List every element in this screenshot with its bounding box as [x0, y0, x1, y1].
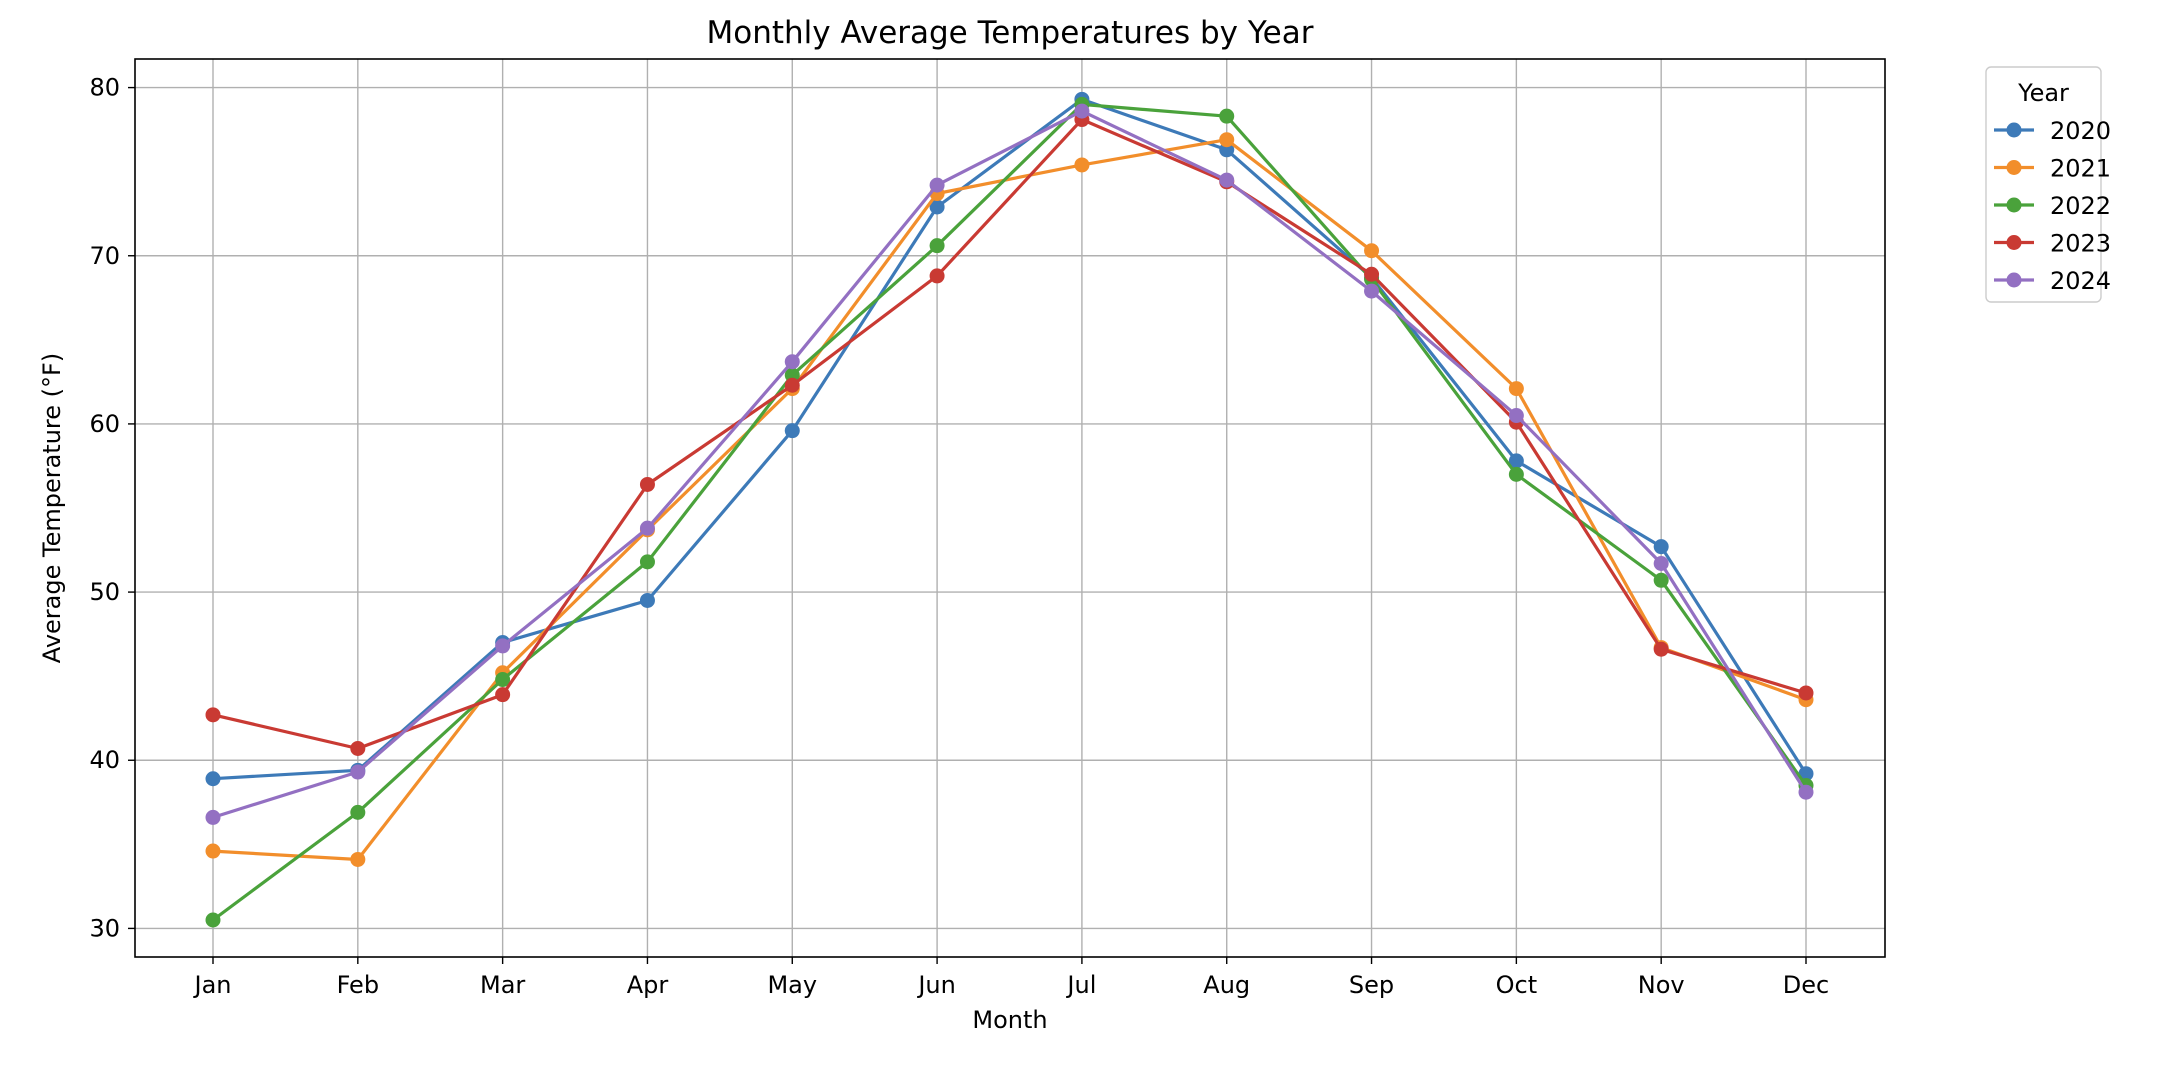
data-point — [1074, 103, 1090, 119]
data-point — [495, 672, 511, 688]
legend: Year 2020 2021 2022 2023 2024 — [1985, 66, 2111, 303]
y-axis-label: Average Temperature (°F) — [38, 353, 66, 663]
legend-marker — [2006, 160, 2022, 175]
legend-item-2021: 2021 — [1994, 155, 2111, 183]
legend-marker — [2006, 272, 2022, 288]
x-tick-label: Apr — [627, 971, 669, 999]
data-point — [1508, 453, 1524, 469]
data-point — [350, 740, 366, 756]
data-point — [639, 592, 655, 608]
data-point — [929, 199, 945, 215]
data-point — [639, 520, 655, 536]
series-layer — [205, 91, 1814, 928]
data-point — [1508, 381, 1524, 397]
data-point — [1508, 408, 1524, 424]
legend-item-2024: 2024 — [1994, 267, 2111, 295]
data-point — [1364, 283, 1380, 299]
legend-marker — [2006, 197, 2022, 213]
data-point — [929, 238, 945, 254]
data-point — [495, 638, 511, 654]
axes-layer: Jan Feb Mar Apr May Jun Jul Aug Sep Oct Nov Dec 30 40… — [89, 74, 1829, 999]
data-point — [784, 423, 800, 439]
grid-layer — [135, 59, 1885, 957]
x-tick-label: Nov — [1638, 971, 1685, 999]
data-point — [929, 268, 945, 284]
data-point — [350, 804, 366, 820]
x-tick-label: Jun — [916, 971, 956, 999]
data-point — [205, 809, 221, 825]
legend-label: 2022 — [2050, 192, 2111, 220]
data-point — [1219, 172, 1235, 188]
legend-label: 2020 — [2050, 117, 2111, 145]
series-line — [212, 117, 1807, 751]
data-point — [784, 377, 800, 393]
data-point — [1364, 266, 1380, 282]
x-tick-label: Sep — [1349, 971, 1394, 999]
data-point — [1653, 641, 1669, 657]
chart-title: Monthly Average Temperatures by Year — [706, 15, 1313, 51]
data-point — [929, 177, 945, 193]
data-point — [1798, 685, 1814, 701]
y-tick-label: 70 — [89, 242, 120, 270]
data-point — [205, 771, 221, 787]
series-2023 — [205, 112, 1814, 756]
data-point — [639, 554, 655, 570]
data-point — [1653, 539, 1669, 555]
y-tick-label: 50 — [89, 578, 120, 606]
series-line — [212, 109, 1808, 819]
x-tick-label: Oct — [1496, 971, 1538, 999]
y-tick-label: 60 — [89, 410, 120, 438]
legend-label: 2024 — [2050, 267, 2111, 295]
data-point — [205, 912, 221, 928]
legend-items: 2020 2021 2022 2023 2024 — [1994, 117, 2111, 295]
data-point — [639, 476, 655, 492]
data-point — [1074, 157, 1090, 173]
x-tick-label: Aug — [1203, 971, 1250, 999]
data-point — [1219, 108, 1235, 124]
y-tick-label: 40 — [89, 746, 120, 774]
y-tick-label: 80 — [89, 74, 120, 102]
series-2021 — [205, 132, 1814, 867]
legend-item-2022: 2022 — [1994, 192, 2111, 220]
data-point — [784, 354, 800, 370]
legend-marker — [2006, 235, 2022, 250]
legend-marker — [2006, 122, 2022, 138]
data-point — [205, 843, 221, 859]
x-tick-label: Jul — [1065, 971, 1096, 999]
y-tick-label: 30 — [89, 914, 120, 942]
legend-item-2020: 2020 — [1994, 117, 2111, 145]
legend-label: 2023 — [2050, 230, 2111, 258]
x-tick-label: Jan — [193, 971, 232, 999]
data-point — [1653, 572, 1669, 588]
series-line — [212, 97, 1808, 781]
legend-item-2023: 2023 — [1994, 230, 2111, 258]
data-point — [495, 687, 511, 703]
data-point — [1508, 466, 1524, 482]
data-point — [1219, 132, 1235, 148]
data-point — [350, 764, 366, 780]
x-tick-label: Mar — [480, 971, 525, 999]
data-point — [350, 851, 366, 867]
series-2024 — [205, 103, 1814, 825]
x-axis-label: Month — [972, 1006, 1047, 1034]
legend-label: 2021 — [2050, 155, 2111, 183]
legend-title: Year — [2017, 79, 2069, 107]
plot-frame — [134, 58, 1886, 958]
data-point — [205, 707, 221, 723]
data-point — [1364, 243, 1380, 259]
series-line — [212, 102, 1808, 922]
x-tick-label: May — [767, 971, 817, 999]
x-tick-label: Feb — [337, 971, 380, 999]
data-point — [1798, 784, 1814, 800]
x-tick-label: Dec — [1783, 971, 1829, 999]
data-point — [1653, 555, 1669, 571]
